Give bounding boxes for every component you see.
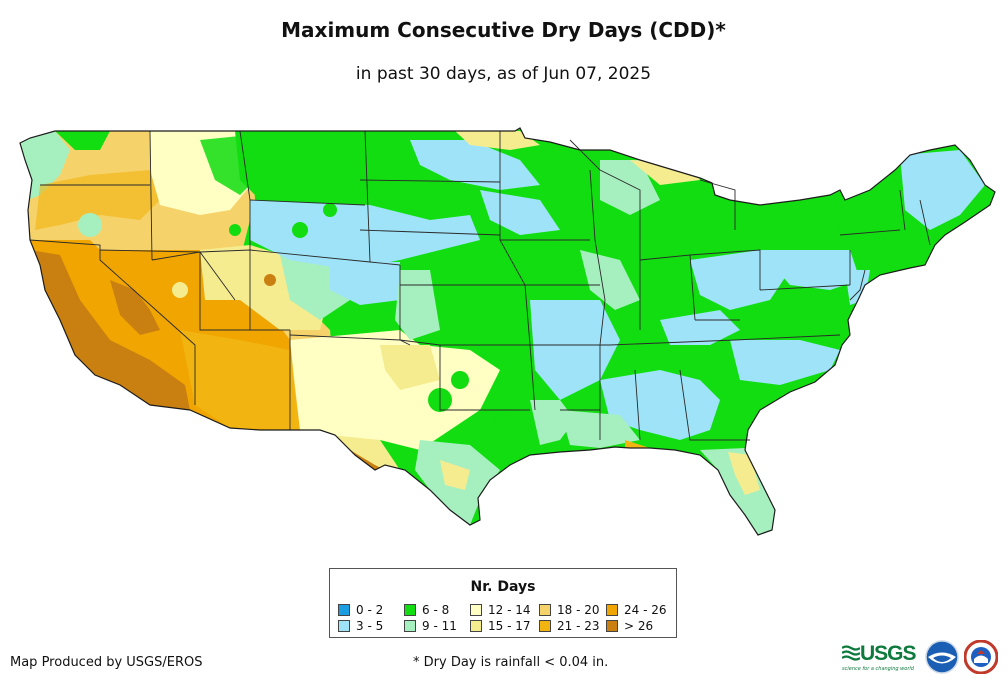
- legend-item: 18 - 20: [539, 603, 600, 617]
- legend-swatch: [470, 620, 482, 632]
- legend-item: 21 - 23: [539, 619, 600, 633]
- state-borders: [29, 130, 931, 441]
- usgs-wave-icon: [841, 645, 861, 661]
- legend-swatch: [539, 604, 551, 616]
- legend-item: 15 - 17: [470, 619, 531, 633]
- noaa-logo-icon: [925, 640, 959, 674]
- nws-logo-icon: [964, 640, 998, 674]
- legend-label: 9 - 11: [422, 619, 457, 633]
- map-subtitle: in past 30 days, as of Jun 07, 2025: [355, 64, 652, 84]
- legend-label: 21 - 23: [557, 619, 600, 633]
- legend-swatch: [606, 620, 618, 632]
- legend-label: 15 - 17: [488, 619, 531, 633]
- usgs-tagline: science for a changing world: [842, 666, 914, 672]
- legend-swatch: [404, 620, 416, 632]
- map-title: Maximum Consecutive Dry Days (CDD)*: [281, 18, 726, 42]
- usgs-logo: USGS: [841, 642, 917, 666]
- legend-swatch: [606, 604, 618, 616]
- legend-label: 12 - 14: [488, 603, 531, 617]
- legend-label: 6 - 8: [422, 603, 450, 617]
- legend-swatch: [338, 604, 350, 616]
- legend-item: 0 - 2: [338, 603, 383, 617]
- map-credit: Map Produced by USGS/EROS: [10, 655, 203, 670]
- legend-item: > 26: [606, 619, 653, 633]
- legend-swatch: [404, 604, 416, 616]
- legend-swatch: [338, 620, 350, 632]
- legend-item: 6 - 8: [404, 603, 449, 617]
- legend-label: > 26: [624, 619, 654, 633]
- legend-item: 9 - 11: [404, 619, 457, 633]
- legend-item: 12 - 14: [470, 603, 531, 617]
- dry-day-footnote: * Dry Day is rainfall < 0.04 in.: [413, 655, 609, 670]
- legend: Nr. Days 0 - 2 3 - 5 6 - 8 9 - 11 12 - 1…: [329, 568, 677, 638]
- legend-label: 18 - 20: [557, 603, 600, 617]
- cdd-fill-layer: [20, 128, 995, 535]
- legend-title: Nr. Days: [470, 579, 536, 595]
- agency-logos: USGS science for a changing world: [841, 640, 1002, 674]
- legend-label: 0 - 2: [356, 603, 384, 617]
- cdd-map: [19, 127, 996, 536]
- legend-swatch: [539, 620, 551, 632]
- legend-swatch: [470, 604, 482, 616]
- legend-label: 24 - 26: [624, 603, 667, 617]
- legend-item: 3 - 5: [338, 619, 383, 633]
- legend-item: 24 - 26: [606, 603, 667, 617]
- legend-label: 3 - 5: [356, 619, 384, 633]
